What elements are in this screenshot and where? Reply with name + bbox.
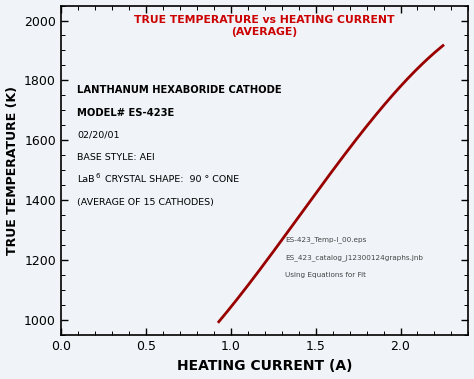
Text: TRUE TEMPERATURE vs HEATING CURRENT
(AVERAGE): TRUE TEMPERATURE vs HEATING CURRENT (AVE…	[135, 16, 395, 37]
Text: CRYSTAL SHAPE:  90 ° CONE: CRYSTAL SHAPE: 90 ° CONE	[102, 175, 239, 184]
Text: 6: 6	[95, 173, 100, 179]
Text: LANTHANUM HEXABORIDE CATHODE: LANTHANUM HEXABORIDE CATHODE	[77, 85, 282, 94]
Text: 02/20/01: 02/20/01	[77, 131, 119, 139]
Text: Using Equations for Fit: Using Equations for Fit	[285, 272, 366, 278]
Text: MODEL# ES-423E: MODEL# ES-423E	[77, 108, 174, 117]
Y-axis label: TRUE TEMPERATURE (K): TRUE TEMPERATURE (K)	[6, 86, 18, 255]
Text: LaB: LaB	[77, 175, 95, 184]
Text: (AVERAGE OF 15 CATHODES): (AVERAGE OF 15 CATHODES)	[77, 198, 214, 207]
Text: BASE STYLE: AEI: BASE STYLE: AEI	[77, 153, 155, 162]
Text: ES_423_catalog_J12300124graphs.jnb: ES_423_catalog_J12300124graphs.jnb	[285, 254, 423, 261]
X-axis label: HEATING CURRENT (A): HEATING CURRENT (A)	[177, 359, 352, 373]
Text: ES-423_Temp-I_00.eps: ES-423_Temp-I_00.eps	[285, 236, 366, 243]
